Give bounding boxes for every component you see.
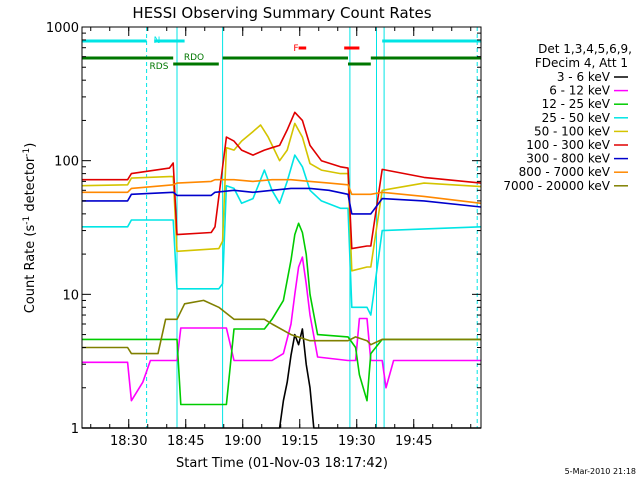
legend-label-4: 25 - 50 keV xyxy=(542,111,611,125)
legend: Det 1,3,4,5,6,9, FDecim 4, Att 1 3 - 6 k… xyxy=(503,42,632,193)
y-label-part: Count Rate (s xyxy=(23,225,38,314)
plot-area: N RDO RDS F xyxy=(81,27,482,429)
x-axis-label: Start Time (01-Nov-03 18:17:42) xyxy=(176,456,388,471)
x-tick-label-2: 19:00 xyxy=(224,434,261,449)
y-label-sup: -1 xyxy=(22,216,32,225)
series-line-8 xyxy=(82,178,482,205)
y-tick-label-2: 100 xyxy=(54,155,79,170)
x-tick-label-5: 19:45 xyxy=(395,434,432,449)
series-line-2 xyxy=(82,256,481,402)
y-axis: 1 10 100 1000 xyxy=(46,21,481,437)
legend-label-8: 800 - 7000 keV xyxy=(519,165,611,179)
plot-frame xyxy=(81,26,482,429)
timestamp: 5-Mar-2010 21:18 xyxy=(565,467,636,476)
legend-header-2: FDecim 4, Att 1 xyxy=(535,56,628,70)
x-tick-label-1: 18:45 xyxy=(167,434,204,449)
series-line-6 xyxy=(82,111,482,250)
y-label-part-2: detector xyxy=(23,156,38,216)
x-tick-label-4: 19:30 xyxy=(338,434,375,449)
series-line-3 xyxy=(82,222,481,406)
x-tick-label-0: 18:30 xyxy=(110,434,147,449)
legend-label-2: 6 - 12 keV xyxy=(549,84,611,98)
state-label-n: N xyxy=(154,36,161,46)
series-line-7 xyxy=(82,187,482,215)
series-line-1 xyxy=(82,328,481,429)
y-tick-label-3: 1000 xyxy=(46,21,79,36)
legend-label-7: 300 - 800 keV xyxy=(526,152,610,166)
y-axis-label: Count Rate (s-1 detector-1) xyxy=(22,143,38,314)
y-tick-label-1: 10 xyxy=(62,288,79,303)
state-label-rdo: RDO xyxy=(184,53,204,63)
legend-label-6: 100 - 300 keV xyxy=(526,138,610,152)
x-tick-label-3: 19:15 xyxy=(281,434,318,449)
state-label-rds: RDS xyxy=(150,62,169,72)
x-axis: 18:30 18:45 19:00 19:15 19:30 19:45 xyxy=(90,27,472,449)
y-label-sup-2: -1 xyxy=(22,148,32,157)
state-label-f: F xyxy=(293,44,298,54)
series-line-5 xyxy=(81,122,482,272)
legend-label-1: 3 - 6 keV xyxy=(557,70,611,84)
y-tick-label-0: 1 xyxy=(71,422,79,437)
legend-label-9: 7000 - 20000 keV xyxy=(503,179,610,193)
legend-header-1: Det 1,3,4,5,6,9, xyxy=(538,42,632,56)
series-line-9 xyxy=(82,299,481,355)
chart-title: HESSI Observing Summary Count Rates xyxy=(132,4,431,22)
y-label-end: ) xyxy=(23,143,38,148)
legend-label-5: 50 - 100 keV xyxy=(534,124,611,138)
legend-label-3: 12 - 25 keV xyxy=(542,97,611,111)
